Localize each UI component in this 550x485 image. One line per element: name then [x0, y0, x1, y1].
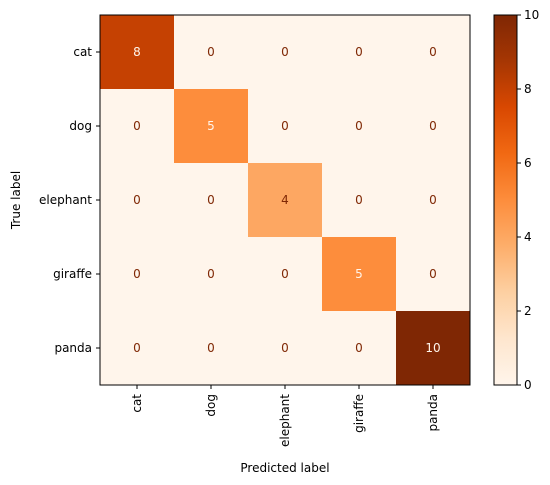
y-tick-label: giraffe	[53, 267, 92, 281]
cell-value-label: 0	[429, 267, 437, 281]
heatmap-cell	[174, 311, 248, 385]
cell-value-label: 0	[429, 193, 437, 207]
cell-value-label: 4	[281, 193, 289, 207]
colorbar-tick-label: 6	[524, 156, 532, 170]
heatmap-cell	[248, 237, 322, 311]
colorbar: 0 2 4 6 8 10	[493, 8, 539, 392]
cell-value-label: 0	[133, 267, 141, 281]
cell-value-label: 8	[133, 45, 141, 59]
colorbar-gradient	[494, 15, 517, 385]
cell-value-label: 0	[207, 193, 215, 207]
heatmap-cell	[100, 311, 174, 385]
cell-value-label: 0	[281, 45, 289, 59]
colorbar-tick-label: 10	[524, 8, 539, 22]
cell-value-label: 0	[281, 119, 289, 133]
heatmap-cell	[174, 237, 248, 311]
y-tick-label: panda	[54, 341, 92, 355]
heatmap-cell	[174, 163, 248, 237]
heatmap-cell	[100, 15, 174, 89]
heatmap-cell	[248, 89, 322, 163]
heatmap-cell	[322, 15, 396, 89]
heatmap-cell	[322, 311, 396, 385]
heatmap-cell	[322, 89, 396, 163]
heatmap-cell	[248, 15, 322, 89]
heatmap-cell	[322, 237, 396, 311]
x-tick-label: cat	[130, 394, 144, 413]
colorbar-tick-label: 0	[524, 378, 532, 392]
heatmap-cell	[396, 237, 470, 311]
colorbar-tick-label: 8	[524, 82, 532, 96]
cell-value-label: 5	[355, 267, 363, 281]
heatmap-cell	[396, 89, 470, 163]
heatmap-cell	[396, 311, 470, 385]
cell-value-label: 0	[281, 341, 289, 355]
cell-value-label: 0	[429, 45, 437, 59]
x-tick-label: panda	[426, 394, 440, 432]
heatmap-cell	[396, 163, 470, 237]
y-tick-label: cat	[73, 45, 92, 59]
colorbar-tick-label: 2	[524, 304, 532, 318]
heatmap-cell	[174, 89, 248, 163]
colorbar-frame	[493, 14, 518, 386]
cell-value-label: 10	[425, 341, 440, 355]
cell-value-label: 0	[355, 341, 363, 355]
cell-value-label: 0	[355, 119, 363, 133]
x-axis-ticks: cat dog elephant giraffe panda	[130, 385, 440, 447]
x-axis-label: Predicted label	[240, 461, 329, 475]
heatmap-cell	[100, 237, 174, 311]
cell-value-label: 5	[207, 119, 215, 133]
y-tick-label: elephant	[39, 193, 92, 207]
cell-value-label: 0	[133, 119, 141, 133]
heatmap-cell	[100, 163, 174, 237]
heatmap-cell	[174, 15, 248, 89]
heatmap-cell	[100, 89, 174, 163]
heatmap-cell	[248, 163, 322, 237]
y-tick-label: dog	[69, 119, 92, 133]
heatmap-cells: 8 0 0 0 0 0 5 0 0 0 0 0 4 0 0 0 0 0 5 0 0 0 0 0 10	[100, 15, 470, 385]
cell-value-label: 0	[355, 193, 363, 207]
x-tick-label: giraffe	[352, 394, 366, 433]
y-axis-ticks: cat dog elephant giraffe panda	[39, 45, 100, 355]
x-tick-label: dog	[204, 394, 218, 417]
cell-value-label: 0	[133, 341, 141, 355]
cell-value-label: 0	[355, 45, 363, 59]
colorbar-tick-label: 4	[524, 230, 532, 244]
cell-value-label: 0	[281, 267, 289, 281]
heatmap-cell	[396, 15, 470, 89]
cell-value-label: 0	[429, 119, 437, 133]
heatmap-cell	[248, 311, 322, 385]
x-tick-label: elephant	[278, 394, 292, 447]
cell-value-label: 0	[207, 267, 215, 281]
cell-value-label: 0	[207, 341, 215, 355]
cell-value-label: 0	[133, 193, 141, 207]
cell-value-label: 0	[207, 45, 215, 59]
y-axis-label: True label	[9, 171, 23, 230]
heatmap-cell	[322, 163, 396, 237]
